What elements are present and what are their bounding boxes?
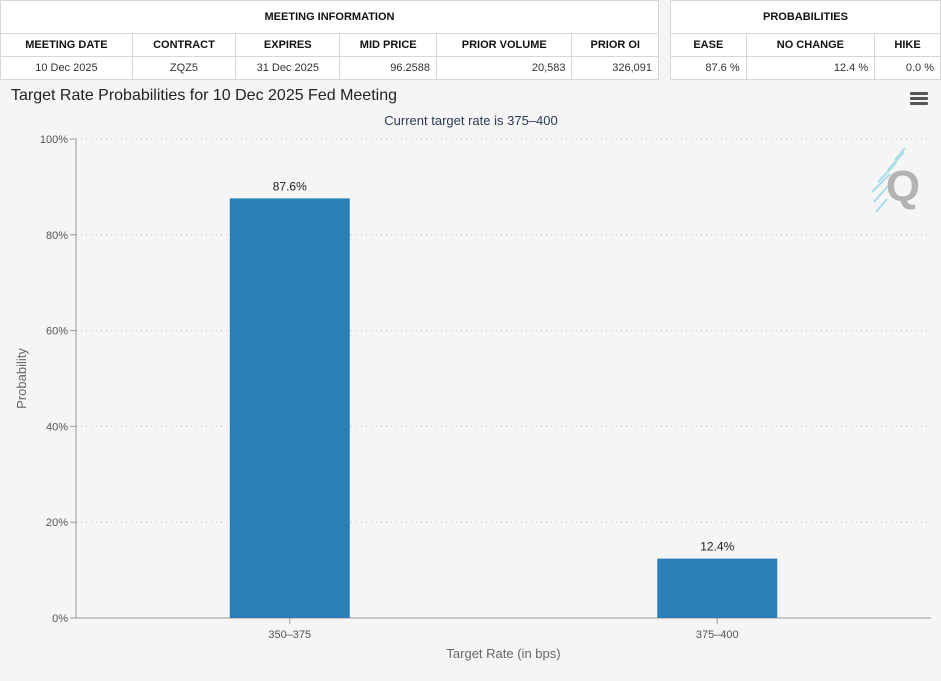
table-row: 10 Dec 2025 ZQZ5 31 Dec 2025 96.2588 20,… — [0, 56, 659, 80]
hamburger-menu-icon[interactable] — [910, 92, 928, 106]
cell-mid-price: 96.2588 — [339, 56, 437, 80]
bar — [229, 198, 350, 618]
y-axis-title: Probability — [14, 348, 29, 409]
meeting-info-header: MEETING INFORMATION — [0, 0, 659, 34]
col-mid-price: MID PRICE — [339, 33, 437, 57]
y-tick-label: 20% — [46, 517, 68, 529]
cell-meeting-date: 10 Dec 2025 — [0, 56, 133, 80]
x-tick-label: 350–375 — [268, 629, 311, 641]
cell-contract: ZQZ5 — [131, 56, 237, 80]
y-tick-label: 100% — [40, 134, 68, 146]
col-hike: HIKE — [874, 33, 941, 57]
cell-prior-oi: 326,091 — [571, 56, 659, 80]
col-expires: EXPIRES — [235, 33, 341, 57]
col-prior-oi: PRIOR OI — [571, 33, 659, 57]
bar — [657, 558, 778, 618]
y-tick-label: 0% — [52, 613, 68, 625]
cell-hike: 0.0 % — [874, 56, 941, 80]
probabilities-header: PROBABILITIES — [670, 0, 941, 34]
meeting-info-table: MEETING INFORMATION MEETING DATE CONTRAC… — [0, 0, 659, 80]
col-ease: EASE — [670, 33, 747, 57]
y-tick-label: 80% — [46, 230, 68, 242]
col-contract: CONTRACT — [131, 33, 237, 57]
bar-chart: Current target rate is 375–400 Q 0% 20% 40… — [14, 113, 931, 661]
chart-title: Target Rate Probabilities for 10 Dec 202… — [11, 87, 397, 104]
x-tick-label: 375–400 — [696, 629, 739, 641]
q-logo-letter: Q — [886, 162, 920, 211]
col-prior-volume: PRIOR VOLUME — [435, 33, 573, 57]
probabilities-table: PROBABILITIES EASE NO CHANGE HIKE 87.6 %… — [670, 0, 941, 80]
cell-no-change: 12.4 % — [745, 56, 876, 80]
col-meeting-date: MEETING DATE — [0, 33, 133, 57]
cell-expires: 31 Dec 2025 — [235, 56, 341, 80]
chart-subtitle: Current target rate is 375–400 — [384, 113, 557, 128]
y-tick-label: 60% — [46, 326, 68, 338]
y-tick-label: 40% — [46, 421, 68, 433]
cell-ease: 87.6 % — [670, 56, 747, 80]
cell-prior-volume: 20,583 — [435, 56, 573, 80]
data-label: 87.6% — [273, 179, 307, 193]
q-logo-icon: Q — [871, 147, 920, 213]
table-row: 87.6 % 12.4 % 0.0 % — [670, 56, 941, 80]
x-axis-title: Target Rate (in bps) — [446, 646, 560, 661]
col-no-change: NO CHANGE — [745, 33, 876, 57]
data-label: 12.4% — [700, 540, 734, 554]
